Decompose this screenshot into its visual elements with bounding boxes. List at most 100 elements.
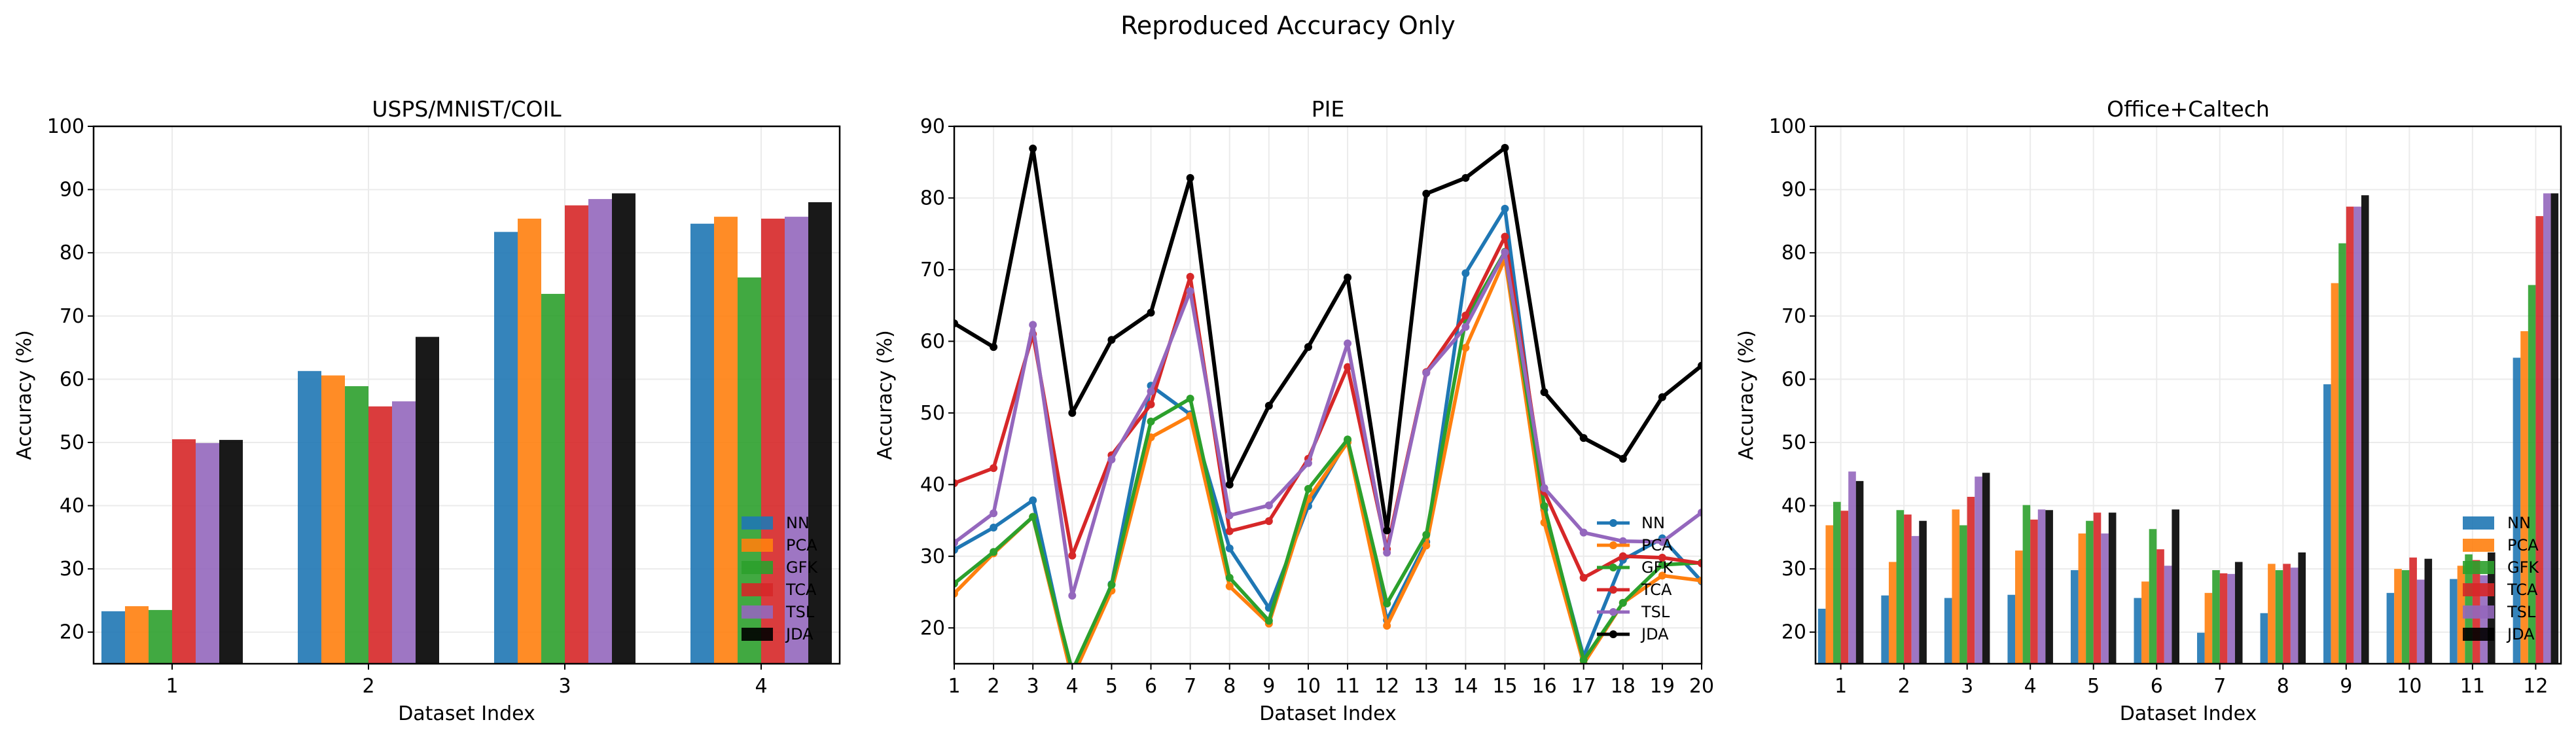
point-PCA-20 bbox=[1698, 577, 1702, 585]
bar-GFK-3 bbox=[1959, 525, 1967, 664]
point-TCA-4 bbox=[1068, 551, 1077, 560]
legend-item-GFK: GFK bbox=[742, 558, 818, 577]
bar-PCA-7 bbox=[2204, 592, 2213, 664]
x-tick-label: 16 bbox=[1531, 675, 1556, 698]
line-NN bbox=[954, 207, 1702, 664]
point-JDA-8 bbox=[1225, 480, 1234, 489]
bar-TCA-1 bbox=[1840, 511, 1849, 664]
bar-TSL-4 bbox=[2037, 509, 2046, 664]
point-JDA-4 bbox=[1068, 408, 1077, 417]
bar-JDA-1 bbox=[1855, 480, 1864, 664]
bar-PCA-12 bbox=[2520, 331, 2528, 664]
legend-label: JDA bbox=[1640, 625, 1669, 643]
point-JDA-20 bbox=[1698, 361, 1702, 370]
bar-TCA-8 bbox=[2283, 564, 2291, 664]
point-TCA-17 bbox=[1579, 573, 1588, 582]
x-tick-label: 7 bbox=[2213, 675, 2226, 698]
point-GFK-2 bbox=[990, 548, 998, 556]
x-tick-label: 1 bbox=[948, 675, 960, 698]
bar-TCA-9 bbox=[2346, 206, 2354, 664]
y-tick-label: 60 bbox=[60, 368, 84, 391]
legend-swatch bbox=[742, 605, 773, 619]
bar-NN-4 bbox=[2007, 594, 2016, 664]
point-TSL-7 bbox=[1186, 287, 1194, 295]
point-NN-14 bbox=[1461, 269, 1470, 278]
bar-TCA-6 bbox=[2156, 549, 2164, 664]
bar-GFK-4 bbox=[2022, 505, 2031, 664]
bar-TSL-6 bbox=[2164, 566, 2172, 664]
bar-GFK-7 bbox=[2212, 570, 2220, 664]
point-GFK-10 bbox=[1304, 484, 1312, 493]
bar-TSL-4 bbox=[785, 217, 808, 664]
x-tick-label: 4 bbox=[1066, 675, 1079, 698]
bar-TSL-5 bbox=[2101, 533, 2109, 664]
point-GFK-11 bbox=[1344, 435, 1352, 444]
point-GFK-8 bbox=[1225, 573, 1234, 582]
bar-GFK-6 bbox=[2149, 529, 2157, 664]
point-TSL-18 bbox=[1619, 537, 1627, 545]
legend-swatch bbox=[2463, 583, 2494, 596]
point-NN-2 bbox=[990, 524, 998, 532]
legend-item-TCA: TCA bbox=[2463, 581, 2538, 599]
legend-swatch bbox=[2463, 539, 2494, 552]
point-GFK-18 bbox=[1619, 598, 1627, 607]
bar-PCA-4 bbox=[2015, 550, 2023, 664]
point-JDA-5 bbox=[1107, 336, 1116, 344]
point-JDA-17 bbox=[1579, 434, 1588, 442]
point-JDA-15 bbox=[1501, 143, 1509, 152]
bar-NN-5 bbox=[2070, 570, 2079, 664]
point-TCA-20 bbox=[1698, 559, 1702, 568]
point-GFK-9 bbox=[1264, 617, 1273, 625]
legend: NN PCA GFK TCA TSL JDA bbox=[1597, 514, 1673, 643]
point-TSL-15 bbox=[1501, 248, 1509, 257]
bar-JDA-4 bbox=[2045, 510, 2053, 664]
y-tick-label: 30 bbox=[920, 545, 945, 568]
point-NN-15 bbox=[1501, 204, 1509, 213]
line-GFK bbox=[954, 249, 1702, 664]
bar-TCA-7 bbox=[2219, 573, 2228, 664]
bar-JDA-5 bbox=[2108, 513, 2117, 664]
point-TSL-9 bbox=[1264, 501, 1273, 510]
bar-GFK-1 bbox=[1833, 501, 1841, 664]
bar-NN-2 bbox=[298, 370, 321, 664]
axes-frame bbox=[953, 125, 1703, 665]
y-tick-label: 70 bbox=[60, 305, 84, 328]
legend-label: NN bbox=[1641, 514, 1665, 532]
legend-item-JDA: JDA bbox=[1597, 625, 1669, 643]
legend-marker bbox=[1609, 608, 1617, 616]
point-JDA-3 bbox=[1029, 144, 1037, 153]
point-PCA-19 bbox=[1658, 571, 1666, 580]
bar-TSL-11 bbox=[2480, 575, 2488, 664]
bar-NN-3 bbox=[494, 232, 518, 664]
x-tick-label: 5 bbox=[1105, 675, 1118, 698]
x-tick-label: 2 bbox=[362, 675, 374, 698]
x-tick-label: 2 bbox=[988, 675, 1000, 698]
bar-NN-12 bbox=[2513, 357, 2521, 664]
x-tick-label: 3 bbox=[1961, 675, 1973, 698]
legend-item-TCA: TCA bbox=[742, 581, 817, 599]
bar-NN-1 bbox=[101, 611, 125, 664]
point-TCA-8 bbox=[1225, 527, 1234, 535]
legend-label: TCA bbox=[2507, 581, 2538, 599]
bar-PCA-2 bbox=[321, 375, 345, 664]
point-TSL-17 bbox=[1579, 528, 1588, 537]
x-axis-label: Dataset Index bbox=[2120, 702, 2257, 725]
bar-NN-2 bbox=[1881, 595, 1889, 664]
bar-PCA-5 bbox=[2078, 533, 2086, 664]
y-tick-label: 60 bbox=[1781, 368, 1806, 391]
y-tick-label: 50 bbox=[1781, 431, 1806, 454]
bar-PCA-3 bbox=[518, 219, 541, 664]
legend-item-TSL: TSL bbox=[742, 603, 815, 621]
point-GFK-6 bbox=[1147, 418, 1155, 426]
x-tick-label: 20 bbox=[1689, 675, 1714, 698]
bar-JDA-2 bbox=[416, 336, 439, 664]
legend-item-NN: NN bbox=[2463, 514, 2531, 532]
bar-PCA-1 bbox=[125, 606, 149, 664]
legend-marker bbox=[1609, 586, 1617, 594]
y-tick-label: 20 bbox=[60, 621, 84, 644]
x-tick-label: 18 bbox=[1611, 675, 1636, 698]
point-JDA-2 bbox=[990, 343, 998, 351]
bar-NN-1 bbox=[1817, 608, 1826, 664]
point-GFK-3 bbox=[1029, 513, 1037, 521]
point-TSL-20 bbox=[1698, 509, 1702, 517]
